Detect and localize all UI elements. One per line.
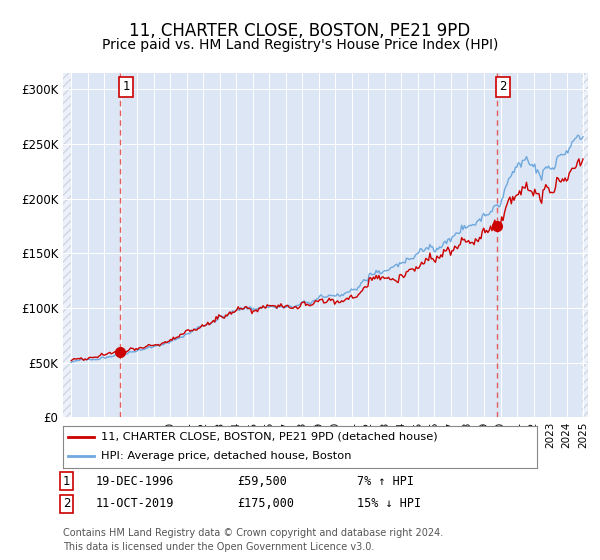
Text: 7% ↑ HPI: 7% ↑ HPI (357, 475, 414, 488)
Text: Contains HM Land Registry data © Crown copyright and database right 2024.: Contains HM Land Registry data © Crown c… (63, 528, 443, 538)
Bar (63, 73, 71, 417)
Text: 11, CHARTER CLOSE, BOSTON, PE21 9PD: 11, CHARTER CLOSE, BOSTON, PE21 9PD (130, 22, 470, 40)
Text: £175,000: £175,000 (237, 497, 294, 510)
Text: 2: 2 (63, 497, 71, 510)
Text: 1: 1 (122, 81, 130, 94)
Text: 11, CHARTER CLOSE, BOSTON, PE21 9PD (detached house): 11, CHARTER CLOSE, BOSTON, PE21 9PD (det… (101, 432, 437, 442)
Text: 2: 2 (499, 81, 507, 94)
Text: HPI: Average price, detached house, Boston: HPI: Average price, detached house, Bost… (101, 451, 352, 461)
Text: This data is licensed under the Open Government Licence v3.0.: This data is licensed under the Open Gov… (63, 542, 374, 552)
Bar (582, 73, 588, 417)
Text: £59,500: £59,500 (237, 475, 287, 488)
Text: 11-OCT-2019: 11-OCT-2019 (96, 497, 175, 510)
Text: Price paid vs. HM Land Registry's House Price Index (HPI): Price paid vs. HM Land Registry's House … (102, 38, 498, 52)
Text: 1: 1 (63, 475, 71, 488)
Text: 15% ↓ HPI: 15% ↓ HPI (357, 497, 421, 510)
Text: 19-DEC-1996: 19-DEC-1996 (96, 475, 175, 488)
